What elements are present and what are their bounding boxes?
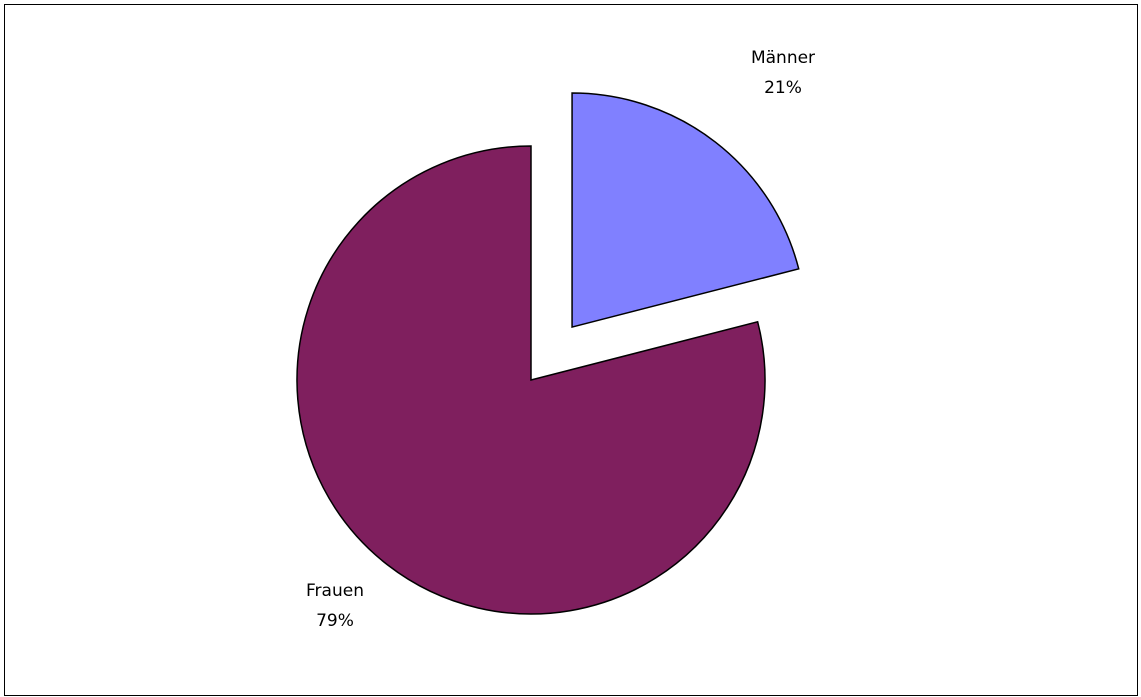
pie-slice-maenner	[571, 92, 800, 329]
slice-label-frauen: Frauen	[306, 581, 364, 601]
pie-slice-frauen	[296, 145, 766, 615]
slice-value-frauen: 79%	[316, 611, 354, 631]
slice-value-maenner: 21%	[764, 78, 802, 98]
slice-label-maenner: Männer	[751, 48, 815, 68]
